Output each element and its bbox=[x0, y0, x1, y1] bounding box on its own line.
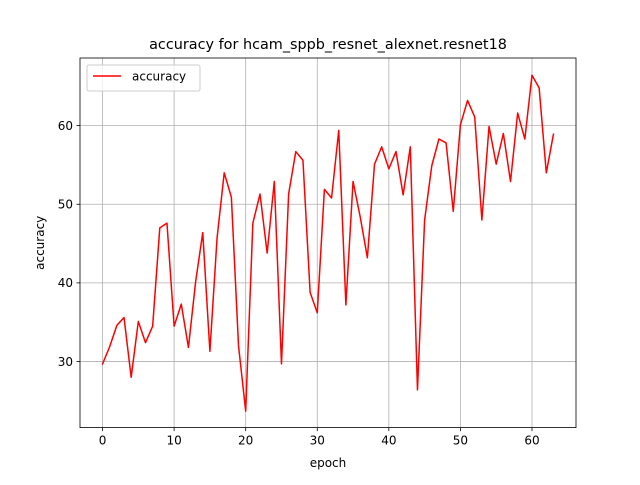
x-tick-label: 0 bbox=[99, 434, 107, 448]
legend-label: accuracy bbox=[132, 70, 186, 84]
legend: accuracy bbox=[87, 65, 200, 91]
x-axis-label: epoch bbox=[310, 456, 347, 470]
x-tick-label: 40 bbox=[381, 434, 396, 448]
x-tick-label: 60 bbox=[524, 434, 539, 448]
y-axis-label: accuracy bbox=[33, 216, 47, 270]
chart-title: accuracy for hcam_sppb_resnet_alexnet.re… bbox=[149, 37, 507, 53]
y-tick-label: 40 bbox=[58, 276, 73, 290]
y-tick-label: 30 bbox=[58, 355, 73, 369]
x-tick-label: 30 bbox=[310, 434, 325, 448]
y-tick-label: 50 bbox=[58, 198, 73, 212]
x-tick-label: 50 bbox=[453, 434, 468, 448]
x-tick-label: 10 bbox=[166, 434, 181, 448]
y-tick-label: 60 bbox=[58, 119, 73, 133]
x-tick-label: 20 bbox=[238, 434, 253, 448]
